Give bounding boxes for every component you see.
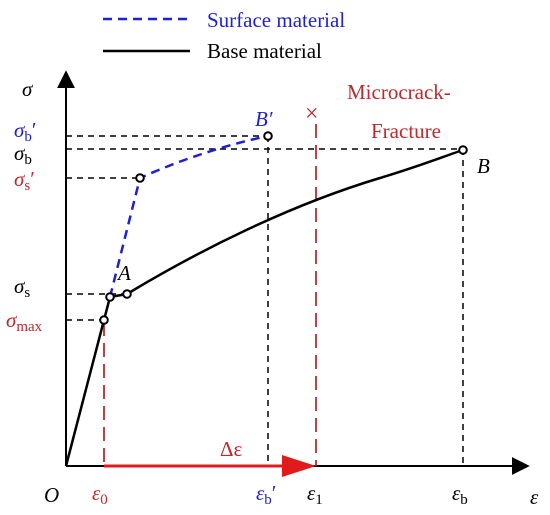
- sigma-max-label: σmax: [6, 308, 43, 335]
- point-sigma-s-prime: [135, 173, 145, 183]
- base-curve-path: [64, 148, 464, 467]
- delta-eps-arrowhead: [282, 455, 316, 477]
- sigma-s-prime-label: σs′: [14, 167, 35, 194]
- legend-surface-label: Surface material: [207, 8, 345, 32]
- eps-b-prime-label: εb′: [256, 481, 276, 508]
- curve-points: [99, 131, 468, 325]
- microcrack-label-line2: Fracture: [371, 119, 441, 143]
- surface-material-curve: [108, 134, 269, 298]
- point-B-prime-label: B′: [255, 107, 273, 131]
- eps-0-label: ε0: [92, 481, 108, 508]
- microcrack-label-line1: Microcrack-: [347, 80, 451, 104]
- sigma-b-prime-label: σb′: [14, 118, 36, 145]
- legend: Surface material Base material: [103, 8, 345, 63]
- base-material-curve: [64, 148, 464, 467]
- surface-curve-path: [108, 134, 269, 298]
- eps-b-label: εb: [452, 481, 468, 508]
- sigma-s-label: σs: [14, 274, 30, 301]
- fracture-marker: ×: [305, 101, 319, 127]
- point-B-label: B: [477, 154, 490, 178]
- x-axis-symbol: ε: [530, 485, 539, 509]
- point-B-prime: [263, 131, 273, 141]
- y-axis-symbol: σ: [22, 77, 34, 101]
- red-guides: [103, 124, 317, 466]
- delta-eps-arrow: Δε: [104, 437, 316, 477]
- legend-base-label: Base material: [207, 39, 322, 63]
- point-divergence: [105, 292, 115, 302]
- point-A: [122, 289, 132, 299]
- delta-eps-label: Δε: [220, 437, 243, 461]
- guide-lines: [66, 135, 464, 466]
- eps-1-label: ε1: [307, 481, 323, 508]
- origin-label: O: [44, 483, 59, 507]
- point-A-label: A: [116, 261, 131, 285]
- point-sigma-max: [99, 315, 109, 325]
- sigma-b-label: σb: [14, 141, 32, 168]
- axes: σ ε O: [22, 70, 539, 509]
- point-B: [458, 145, 468, 155]
